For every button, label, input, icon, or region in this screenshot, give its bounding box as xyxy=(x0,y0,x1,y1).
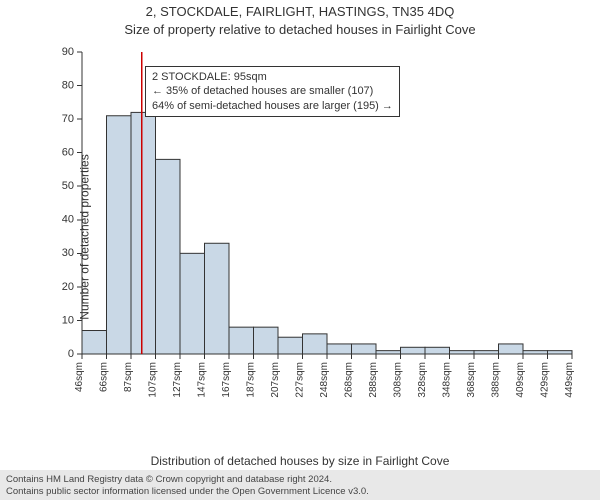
annotation-line-1: 2 STOCKDALE: 95sqm xyxy=(152,70,393,84)
histogram-bar xyxy=(180,253,205,354)
svg-text:388sqm: 388sqm xyxy=(491,362,502,398)
svg-text:127sqm: 127sqm xyxy=(172,362,183,398)
histogram-bars xyxy=(82,112,572,354)
svg-text:87sqm: 87sqm xyxy=(123,362,134,392)
svg-text:308sqm: 308sqm xyxy=(393,362,404,398)
credit-line-2: Contains public sector information licen… xyxy=(6,486,594,498)
credit-line-1: Contains HM Land Registry data © Crown c… xyxy=(6,474,594,486)
svg-text:60: 60 xyxy=(62,147,74,159)
svg-text:107sqm: 107sqm xyxy=(148,362,159,398)
svg-text:66sqm: 66sqm xyxy=(99,362,110,392)
svg-text:328sqm: 328sqm xyxy=(417,362,428,398)
svg-text:368sqm: 368sqm xyxy=(466,362,477,398)
svg-text:80: 80 xyxy=(62,79,74,91)
chart-title-sub: Size of property relative to detached ho… xyxy=(0,22,600,37)
svg-text:30: 30 xyxy=(62,247,74,259)
svg-text:46sqm: 46sqm xyxy=(74,362,85,392)
histogram-bar xyxy=(131,112,156,354)
histogram-bar xyxy=(425,347,450,354)
svg-text:409sqm: 409sqm xyxy=(515,362,526,398)
histogram-bar xyxy=(107,116,132,354)
histogram-bar xyxy=(278,337,303,354)
histogram-bar xyxy=(548,351,573,354)
svg-text:10: 10 xyxy=(62,314,74,326)
svg-text:0: 0 xyxy=(68,348,74,360)
histogram-bar xyxy=(376,351,401,354)
svg-text:348sqm: 348sqm xyxy=(442,362,453,398)
y-axis: 0 10 20 30 40 50 60 70 80 90 xyxy=(62,46,82,360)
histogram-bar xyxy=(474,351,499,354)
svg-text:70: 70 xyxy=(62,113,74,125)
chart-title-main: 2, STOCKDALE, FAIRLIGHT, HASTINGS, TN35 … xyxy=(0,4,600,19)
svg-text:40: 40 xyxy=(62,214,74,226)
svg-text:248sqm: 248sqm xyxy=(319,362,330,398)
histogram-bar xyxy=(303,334,328,354)
credit-footer: Contains HM Land Registry data © Crown c… xyxy=(0,470,600,500)
histogram-bar xyxy=(82,331,107,354)
histogram-bar xyxy=(205,243,230,354)
histogram-bar xyxy=(352,344,377,354)
histogram-bar xyxy=(450,351,475,354)
histogram-bar xyxy=(499,344,524,354)
chart-container: { "title_main": "2, STOCKDALE, FAIRLIGHT… xyxy=(0,0,600,500)
svg-text:20: 20 xyxy=(62,281,74,293)
svg-text:187sqm: 187sqm xyxy=(246,362,257,398)
svg-text:50: 50 xyxy=(62,180,74,192)
svg-text:207sqm: 207sqm xyxy=(270,362,281,398)
svg-text:90: 90 xyxy=(62,46,74,58)
svg-text:167sqm: 167sqm xyxy=(221,362,232,398)
annotation-line-3: 64% of semi-detached houses are larger (… xyxy=(152,99,393,113)
annotation-box: 2 STOCKDALE: 95sqm ← 35% of detached hou… xyxy=(145,66,400,117)
histogram-bar xyxy=(156,159,181,354)
annotation-line-2: ← 35% of detached houses are smaller (10… xyxy=(152,84,393,98)
svg-text:227sqm: 227sqm xyxy=(295,362,306,398)
svg-text:288sqm: 288sqm xyxy=(368,362,379,398)
histogram-bar xyxy=(327,344,352,354)
svg-text:147sqm: 147sqm xyxy=(197,362,208,398)
x-axis: 46sqm 66sqm 87sqm 107sqm 127sqm 147sqm 167sqm 1… xyxy=(74,354,575,398)
svg-text:429sqm: 429sqm xyxy=(540,362,551,398)
histogram-bar xyxy=(229,327,254,354)
histogram-bar xyxy=(401,347,426,354)
histogram-bar xyxy=(523,351,548,354)
svg-text:268sqm: 268sqm xyxy=(344,362,355,398)
x-axis-label: Distribution of detached houses by size … xyxy=(0,454,600,468)
histogram-bar xyxy=(254,327,279,354)
svg-text:449sqm: 449sqm xyxy=(564,362,575,398)
